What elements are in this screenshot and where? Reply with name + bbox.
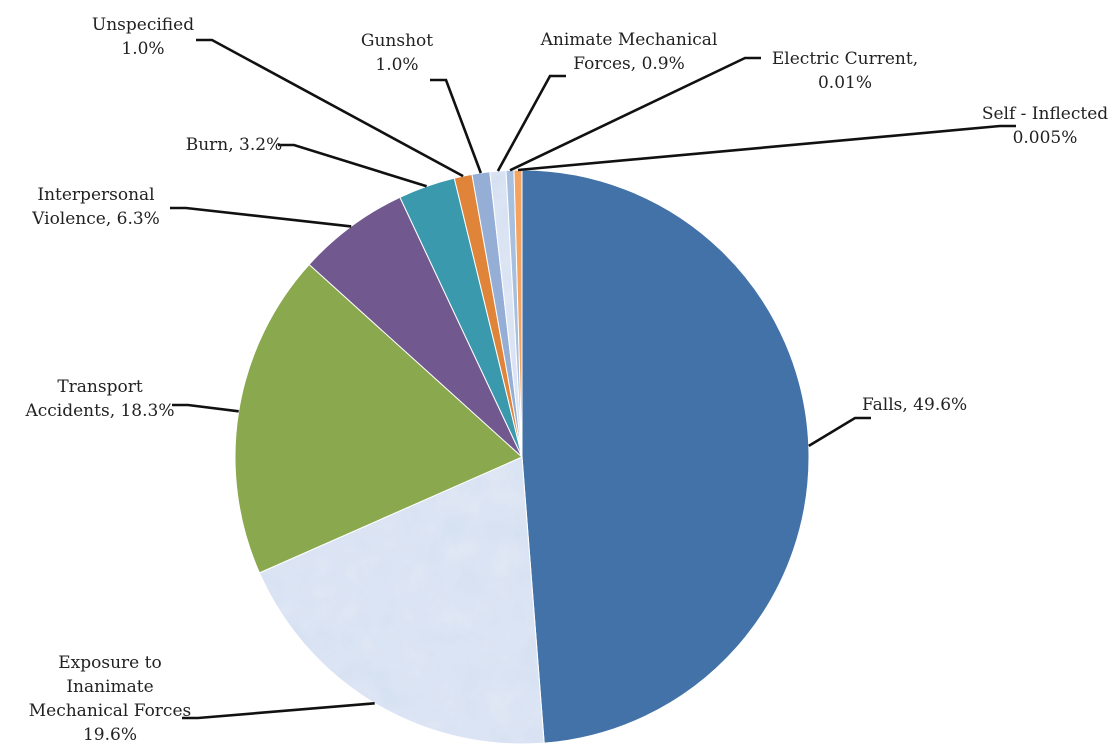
slice-label-exposure: Exposure to Inanimate Mechanical Forces 19.…	[29, 653, 192, 745]
pie-slice-falls	[521, 169, 810, 744]
slice-label-unspecified: Unspecified 1.0%	[92, 15, 194, 59]
leader-line-burn	[278, 143, 427, 188]
slice-label-gunshot: Gunshot 1.0%	[361, 31, 433, 75]
slice-label-transport: Transport Accidents, 18.3%	[24, 377, 174, 421]
leader-line-animate	[496, 74, 566, 172]
leader-line-gunshot	[430, 78, 483, 174]
leader-line-falls	[808, 416, 871, 448]
slice-label-animate: Animate Mechanical Forces, 0.9%	[540, 30, 718, 74]
pie-slice-exposure	[258, 456, 545, 745]
slice-label-electric: Electric Current, 0.01%	[772, 49, 918, 93]
leader-line-electric	[509, 56, 761, 172]
slice-label-interpersonal: Interpersonal Violence, 6.3%	[31, 185, 160, 229]
leader-line-interpersonal	[170, 206, 352, 228]
leader-line-transport	[172, 403, 239, 413]
slice-label-burn: Burn, 3.2%	[186, 135, 283, 155]
slice-label-falls: Falls, 49.6%	[862, 395, 967, 415]
leader-line-unspecified	[196, 38, 464, 178]
slice-label-self-inflicted: Self - Inflected 0.005%	[982, 104, 1108, 148]
leader-line-self-inflicted	[517, 124, 1016, 172]
pie-slice-interpersonal	[308, 196, 523, 458]
leader-line-exposure	[182, 702, 375, 720]
